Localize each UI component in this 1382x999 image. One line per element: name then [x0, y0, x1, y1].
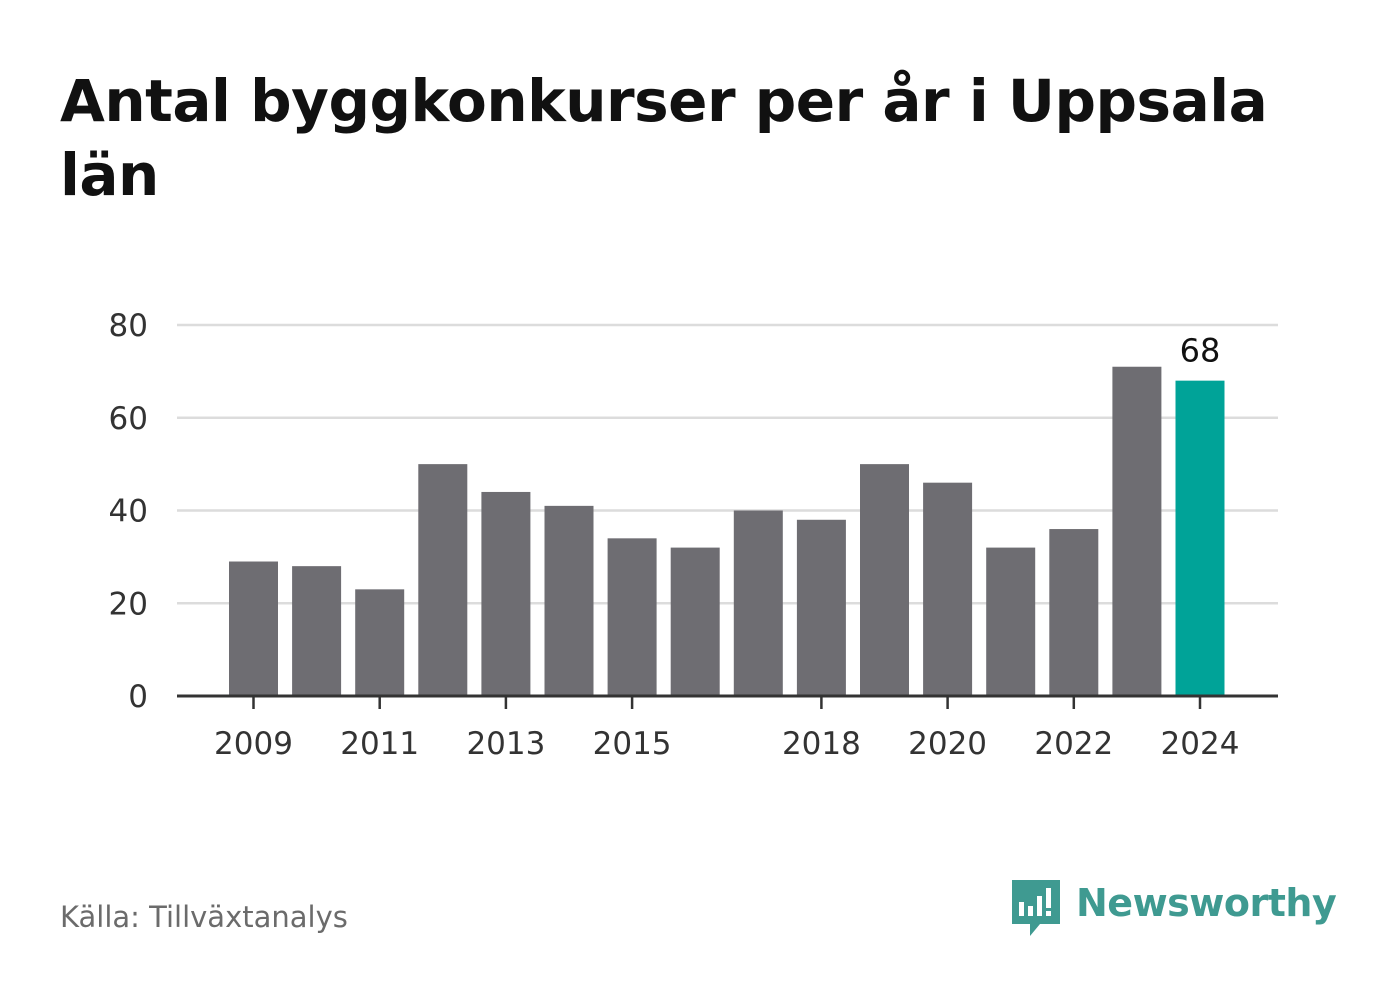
- data-label-2024: 68: [1180, 332, 1221, 370]
- bar-2011: [355, 589, 405, 696]
- bar-chart-speech-bubble-icon: [1012, 880, 1060, 936]
- x-tick-label: 2022: [1034, 726, 1113, 762]
- brand-logo: Newsworthy: [1010, 878, 1337, 940]
- x-tick-label: 2009: [214, 726, 293, 762]
- bar-2023: [1112, 366, 1162, 696]
- x-tick-label: 2013: [466, 726, 545, 762]
- x-tick-label: 2015: [593, 726, 672, 762]
- y-tick-label: 40: [109, 494, 148, 530]
- bar-2010: [292, 566, 342, 696]
- brand-name: Newsworthy: [1076, 881, 1337, 925]
- bar-2021: [986, 547, 1036, 696]
- x-tick-label: 2018: [782, 726, 861, 762]
- bar-2019: [860, 464, 909, 696]
- bar-2014: [544, 505, 594, 696]
- x-tick-label: 2011: [340, 726, 419, 762]
- bar-2012: [418, 464, 468, 696]
- bar-2016: [670, 547, 720, 696]
- data-labels: 68: [1180, 332, 1221, 370]
- source-note: Källa: Tillväxtanalys: [60, 900, 348, 934]
- bar-2009: [229, 561, 278, 696]
- bar-2017: [733, 510, 783, 696]
- x-axis-tick-labels: 2009 2011 2013 2015 2018 2020 2022 2024: [214, 726, 1239, 762]
- x-tick-label: 2020: [908, 726, 987, 762]
- chart-title: Antal byggkonkurser per år i Uppsala län: [60, 67, 1268, 209]
- y-tick-label: 0: [128, 679, 148, 715]
- bars: [229, 366, 1225, 696]
- y-tick-label: 80: [109, 308, 148, 344]
- bar-2013: [481, 491, 531, 696]
- bar-2015: [607, 538, 657, 696]
- x-tick-label: 2024: [1161, 726, 1240, 762]
- bar-2020: [923, 482, 973, 696]
- bar-2018: [796, 519, 846, 696]
- bar-2022: [1049, 529, 1099, 696]
- bar-2024: [1175, 380, 1225, 696]
- y-axis-tick-labels: 0 20 40 60 80: [109, 308, 148, 715]
- y-tick-label: 60: [109, 401, 148, 437]
- y-tick-label: 20: [109, 586, 148, 622]
- x-axis: [177, 694, 1278, 709]
